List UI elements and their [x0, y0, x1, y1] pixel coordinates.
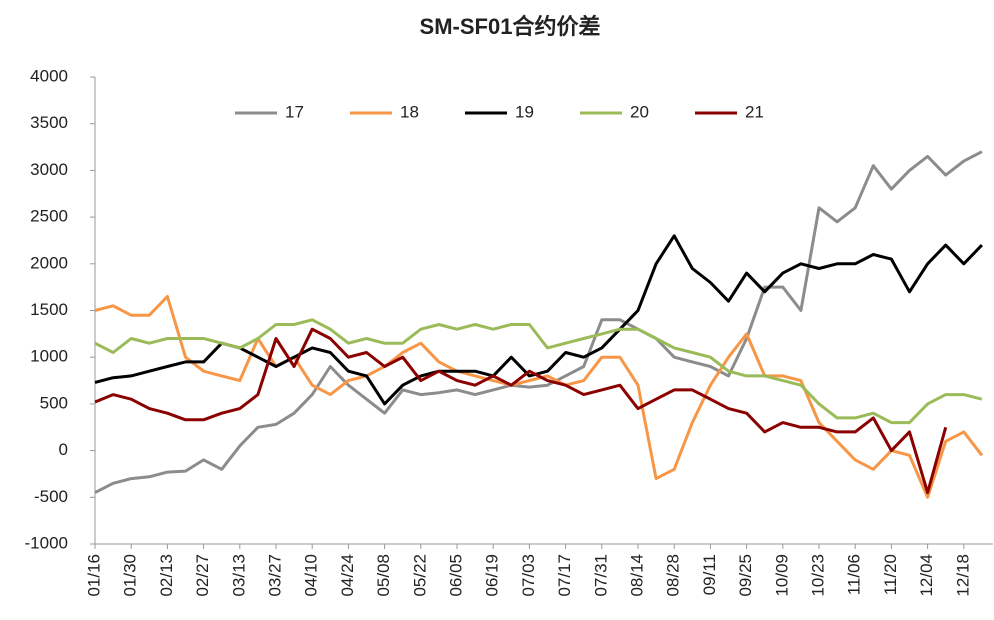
series-line — [94, 150, 983, 494]
legend-label: 20 — [630, 102, 649, 121]
y-tick-label: 1000 — [30, 347, 68, 366]
x-tick-label: 04/24 — [338, 554, 357, 597]
x-tick-label: 10/23 — [808, 554, 827, 597]
x-tick-label: 10/09 — [772, 554, 791, 597]
x-tick-label: 11/06 — [845, 554, 864, 595]
x-tick-label: 01/30 — [121, 554, 140, 597]
y-tick-label: 2000 — [30, 253, 68, 272]
x-tick-label: 09/11 — [700, 554, 719, 595]
x-tick-label: 03/27 — [265, 554, 284, 597]
y-tick-label: 0 — [59, 440, 68, 459]
x-tick-label: 06/19 — [483, 554, 502, 597]
x-tick-label: 12/18 — [953, 554, 972, 597]
legend-label: 21 — [745, 102, 764, 121]
y-tick-label: -500 — [34, 487, 68, 506]
x-tick-label: 01/16 — [84, 554, 103, 597]
x-tick-label: 02/13 — [157, 554, 176, 597]
x-tick-label: 07/31 — [591, 554, 610, 597]
x-tick-label: 12/04 — [917, 554, 936, 597]
y-tick-label: 3500 — [30, 113, 68, 132]
x-tick-label: 07/03 — [519, 554, 538, 597]
x-tick-label: 05/22 — [410, 554, 429, 597]
series-line — [94, 327, 948, 495]
legend-label: 17 — [285, 102, 304, 121]
x-tick-label: 09/25 — [736, 554, 755, 597]
x-tick-label: 11/20 — [881, 554, 900, 595]
x-tick-label: 03/13 — [229, 554, 248, 597]
x-tick-label: 04/10 — [302, 554, 321, 597]
y-tick-label: 2500 — [30, 207, 68, 226]
legend-label: 19 — [515, 102, 534, 121]
x-tick-label: 08/28 — [664, 554, 683, 597]
series-line — [94, 234, 983, 406]
y-tick-label: 4000 — [30, 66, 68, 85]
y-tick-label: 500 — [40, 393, 68, 412]
legend-label: 18 — [400, 102, 419, 121]
x-tick-label: 08/14 — [627, 554, 646, 597]
x-tick-label: 02/27 — [193, 554, 212, 597]
series-line — [94, 295, 984, 499]
chart-title: SM-SF01合约价差 — [420, 14, 601, 39]
x-tick-label: 07/17 — [555, 554, 574, 597]
x-tick-label: 06/05 — [446, 554, 465, 597]
y-tick-label: 3000 — [30, 160, 68, 179]
x-tick-label: 05/08 — [374, 554, 393, 597]
series-line — [94, 318, 983, 425]
y-tick-label: 1500 — [30, 300, 68, 319]
y-tick-label: -1000 — [25, 533, 68, 552]
